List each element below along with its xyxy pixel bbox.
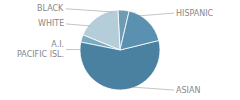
svg-text:BLACK: BLACK — [37, 4, 64, 13]
svg-text:ASIAN: ASIAN — [176, 86, 200, 95]
svg-text:WHITE: WHITE — [38, 19, 64, 28]
svg-text:HISPANIC: HISPANIC — [176, 9, 214, 18]
svg-text:A.I.PACIFIC ISL.: A.I.PACIFIC ISL. — [17, 40, 64, 59]
